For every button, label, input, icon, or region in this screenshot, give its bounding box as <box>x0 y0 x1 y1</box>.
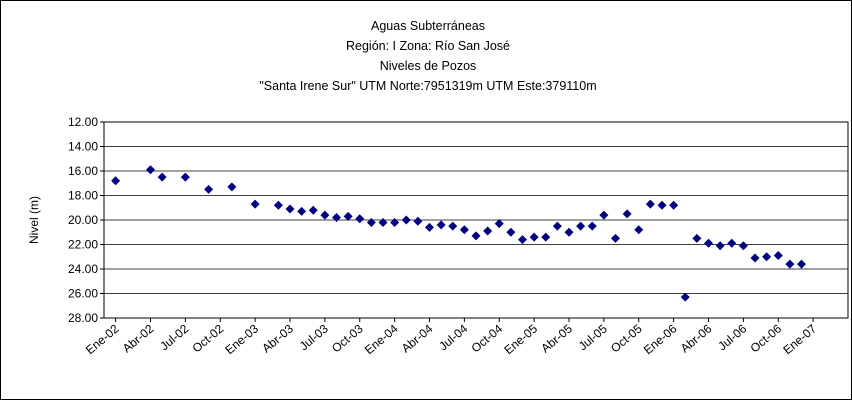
y-tick-label: 14.00 <box>68 140 98 154</box>
point <box>727 238 737 248</box>
chart-title: Región: I Zona: Río San José <box>346 39 510 53</box>
point <box>599 210 609 220</box>
point <box>680 292 690 302</box>
point <box>378 217 388 227</box>
point <box>797 259 806 269</box>
point <box>657 200 667 210</box>
point <box>785 259 795 269</box>
y-tick-label: 22.00 <box>68 238 98 252</box>
plot-area <box>103 121 849 319</box>
point <box>762 252 772 262</box>
point <box>529 232 539 242</box>
point <box>669 200 679 210</box>
point <box>715 241 725 251</box>
point <box>564 227 574 237</box>
point <box>704 238 713 248</box>
point <box>483 226 493 236</box>
y-axis-label: Nivel (m) <box>27 196 41 244</box>
point <box>622 209 632 219</box>
point <box>157 172 167 182</box>
point <box>506 227 516 237</box>
point <box>448 221 458 231</box>
point <box>576 221 586 231</box>
point <box>343 211 353 221</box>
point <box>180 172 190 182</box>
point <box>355 214 365 224</box>
point <box>773 251 783 261</box>
y-tick-label: 20.00 <box>68 213 98 227</box>
y-tick-label: 12.00 <box>68 115 98 129</box>
point <box>541 232 551 242</box>
point <box>587 221 597 231</box>
chart-title: "Santa Irene Sur" UTM Norte:7951319m UTM… <box>259 79 596 93</box>
point <box>204 184 214 194</box>
y-tick-label: 28.00 <box>68 311 98 325</box>
point <box>285 204 295 214</box>
point <box>366 217 376 227</box>
point <box>459 225 469 235</box>
point <box>634 225 644 235</box>
point <box>111 176 121 186</box>
chart-title: Niveles de Pozos <box>380 59 477 73</box>
point <box>308 205 318 215</box>
point <box>320 210 330 220</box>
point <box>692 233 702 243</box>
point <box>518 235 527 245</box>
point <box>738 241 748 251</box>
point <box>425 222 434 232</box>
point <box>273 200 283 210</box>
y-tick-label: 26.00 <box>68 287 98 301</box>
point <box>436 220 446 230</box>
point <box>297 206 307 216</box>
point <box>645 199 655 209</box>
point <box>750 253 760 263</box>
point <box>401 215 411 225</box>
point <box>494 219 504 229</box>
y-tick-label: 18.00 <box>68 189 98 203</box>
point <box>611 233 620 243</box>
point <box>332 213 341 223</box>
point <box>471 231 481 241</box>
point <box>227 182 237 192</box>
y-tick-label: 24.00 <box>68 262 98 276</box>
chart-title: Aguas Subterráneas <box>371 19 485 33</box>
point <box>552 221 562 231</box>
y-tick-label: 16.00 <box>68 164 98 178</box>
point <box>413 216 423 226</box>
point <box>146 165 155 175</box>
point <box>390 217 400 227</box>
point <box>250 199 260 209</box>
